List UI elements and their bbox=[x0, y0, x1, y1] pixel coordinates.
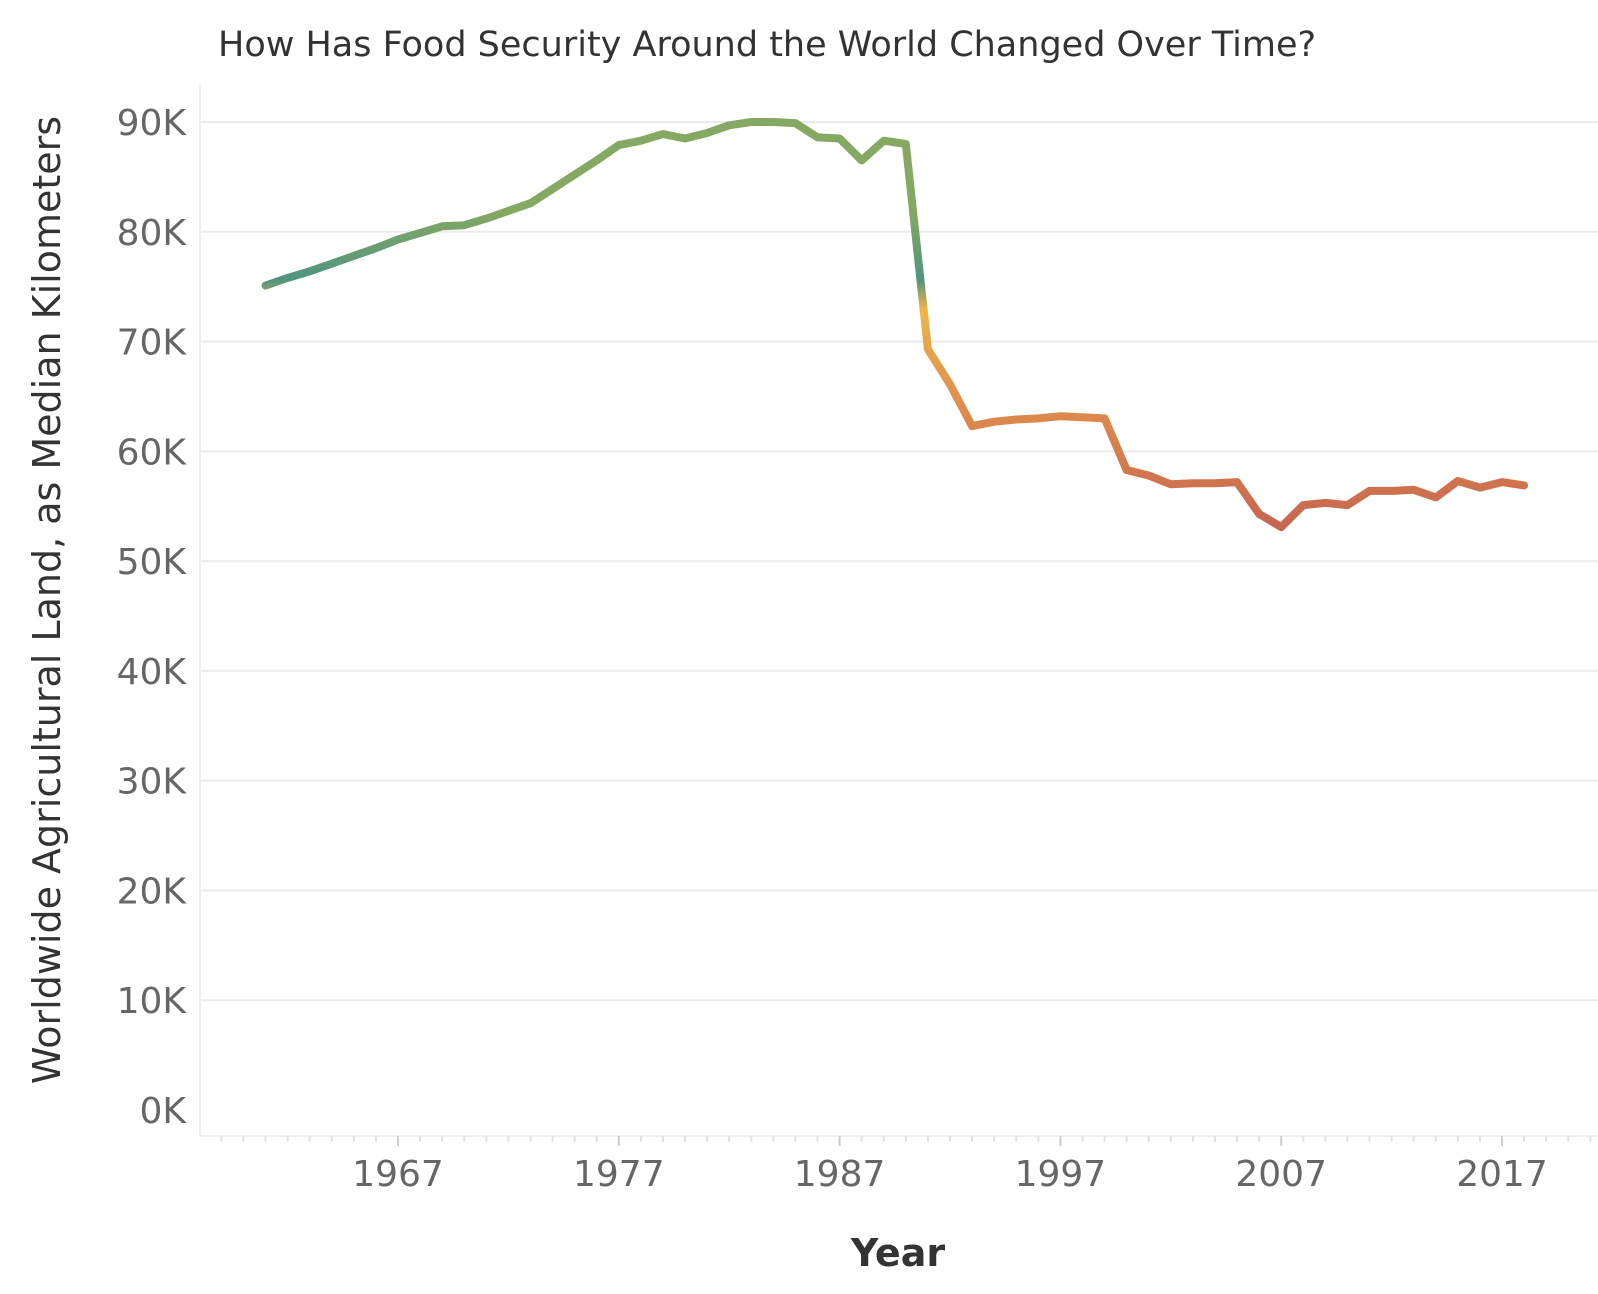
y-tick-label: 40K bbox=[117, 652, 188, 693]
y-tick-label: 90K bbox=[117, 103, 188, 144]
y-tick-label: 50K bbox=[117, 542, 188, 583]
x-tick-label: 1967 bbox=[352, 1154, 444, 1195]
y-tick-label: 30K bbox=[117, 762, 188, 803]
y-tick-label: 0K bbox=[139, 1091, 187, 1132]
y-tick-label: 60K bbox=[117, 432, 188, 473]
x-tick-label: 1977 bbox=[573, 1154, 665, 1195]
x-tick-label: 2007 bbox=[1235, 1154, 1327, 1195]
y-axis-ticks: 0K 10K 20K 30K 40K 50K 60K 70K 80K 90K bbox=[117, 103, 188, 1132]
x-tick-label: 1987 bbox=[794, 1154, 886, 1195]
y-tick-label: 70K bbox=[117, 323, 188, 364]
series-line bbox=[261, 118, 1529, 532]
y-tick-label: 10K bbox=[117, 981, 188, 1022]
y-axis-title: Worldwide Agricultural Land, as Median K… bbox=[25, 116, 69, 1084]
chart-title: How Has Food Security Around the World C… bbox=[218, 25, 1316, 65]
x-tick-label: 2017 bbox=[1456, 1154, 1548, 1195]
x-axis-ticks: 1967 1977 1987 1997 2007 2017 bbox=[220, 1136, 1592, 1195]
x-tick-label: 1997 bbox=[1015, 1154, 1107, 1195]
gridlines bbox=[199, 86, 1598, 1137]
y-tick-label: 80K bbox=[117, 213, 188, 254]
y-tick-label: 20K bbox=[117, 871, 188, 912]
x-axis-title: Year bbox=[850, 1231, 945, 1275]
